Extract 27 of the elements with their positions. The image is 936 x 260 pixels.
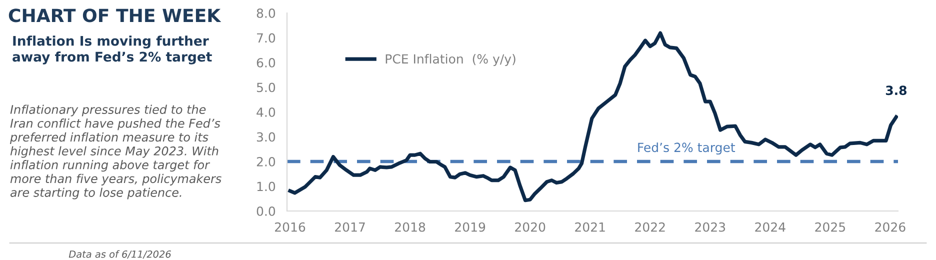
x-tick-label: 2016 — [275, 222, 306, 232]
text: Inflation Is moving further away from Fed’s 2% target — [12, 36, 212, 64]
text: CHART OF THE WEEK — [8, 8, 222, 22]
y-tick-label: 4.0 — [256, 107, 276, 117]
y-tick-label: 7.0 — [257, 33, 276, 43]
y-tick-label: 5.0 — [256, 82, 276, 92]
y-tick-label: 1.0 — [257, 182, 276, 192]
x-tick-label: 2022 — [635, 222, 665, 232]
text: Data as of 6/11/2026 — [68, 250, 171, 259]
x-tick-label: 2019 — [455, 222, 486, 232]
y-tick-label: 3.0 — [256, 132, 276, 142]
x-tick-label: 2024 — [755, 222, 786, 232]
ref-line-label: Fed’s 2% target — [638, 142, 736, 155]
data-label: 3.8 — [886, 86, 906, 96]
y-tick-label: 0.0 — [256, 206, 276, 216]
x-tick-label: 2020 — [515, 222, 546, 232]
y-tick-label: 8.0 — [256, 8, 276, 18]
y-tick-label: 6.0 — [256, 58, 276, 68]
x-tick-label: 2025 — [815, 222, 845, 232]
x-tick-label: 2023 — [695, 222, 726, 232]
x-tick-label: 2026 — [875, 222, 906, 232]
x-tick-label: 2021 — [575, 222, 605, 232]
legend-label: PCE Inflation (% y/y) — [386, 54, 516, 66]
y-tick-label: 2.0 — [256, 156, 276, 166]
text: Inflationary pressures tied to the Iran conflict have pushed the Fed’s preferred inflation measure to its highest level since May 2023. With inflation running above target for more than five years, policymakers are starting to lose patience. — [10, 104, 222, 200]
x-tick-label: 2017 — [335, 222, 365, 232]
x-tick-label: 2018 — [395, 222, 426, 232]
